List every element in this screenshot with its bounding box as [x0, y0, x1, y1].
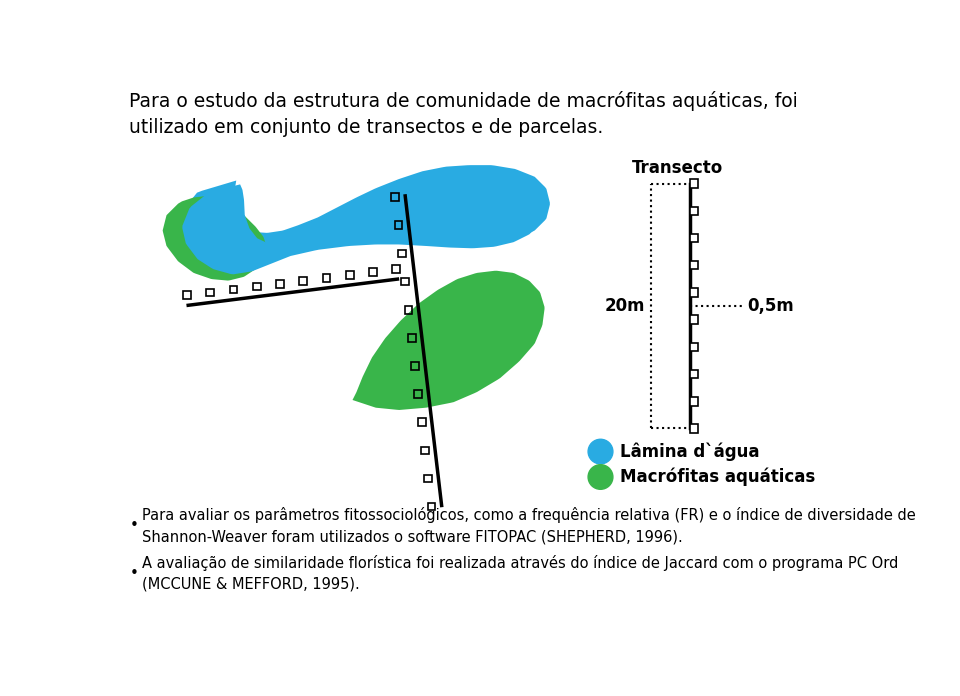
Bar	[398, 250, 406, 258]
Polygon shape	[162, 196, 267, 280]
Bar	[392, 193, 399, 201]
Polygon shape	[182, 173, 544, 274]
Bar	[415, 390, 422, 398]
Bar	[401, 278, 409, 285]
Text: Para avaliar os parâmetros fitossociológicos, como a frequência relativa (FR) e : Para avaliar os parâmetros fitossociológ…	[142, 507, 916, 544]
Bar	[418, 418, 425, 426]
Bar	[689, 180, 698, 188]
Bar	[689, 397, 698, 406]
Bar	[689, 207, 698, 215]
Bar	[411, 362, 419, 370]
Bar	[428, 503, 436, 510]
Text: •: •	[130, 566, 138, 580]
Bar	[395, 221, 402, 229]
Circle shape	[588, 439, 612, 464]
Bar	[689, 261, 698, 269]
Text: Para o estudo da estrutura de comunidade de macrófitas aquáticas, foi
utilizado : Para o estudo da estrutura de comunidade…	[130, 91, 798, 137]
Bar	[689, 288, 698, 296]
Circle shape	[588, 465, 612, 489]
Bar	[276, 280, 284, 287]
Polygon shape	[179, 165, 550, 269]
Bar	[393, 265, 400, 273]
Bar	[689, 342, 698, 351]
Text: •: •	[130, 518, 138, 533]
Bar	[206, 289, 214, 296]
Bar	[408, 334, 416, 342]
Bar	[689, 315, 698, 324]
Bar	[369, 268, 377, 276]
Bar	[252, 283, 260, 290]
Bar	[183, 292, 191, 299]
Bar	[424, 475, 432, 482]
Text: 0,5m: 0,5m	[748, 297, 795, 315]
Bar	[346, 271, 353, 279]
Bar	[689, 234, 698, 242]
Bar	[421, 447, 429, 454]
Bar	[323, 274, 330, 282]
Text: 20m: 20m	[604, 297, 645, 315]
Bar	[689, 370, 698, 379]
Text: A avaliação de similaridade florística foi realizada através do índice de Jaccar: A avaliação de similaridade florística f…	[142, 555, 898, 592]
Bar	[404, 306, 412, 313]
Bar	[300, 277, 307, 285]
Polygon shape	[352, 271, 544, 410]
Bar	[229, 285, 237, 294]
Bar	[689, 425, 698, 433]
Text: Lâmina d`água: Lâmina d`água	[620, 443, 759, 461]
Text: Transecto: Transecto	[633, 159, 724, 177]
Text: Macrófitas aquáticas: Macrófitas aquáticas	[620, 468, 815, 487]
